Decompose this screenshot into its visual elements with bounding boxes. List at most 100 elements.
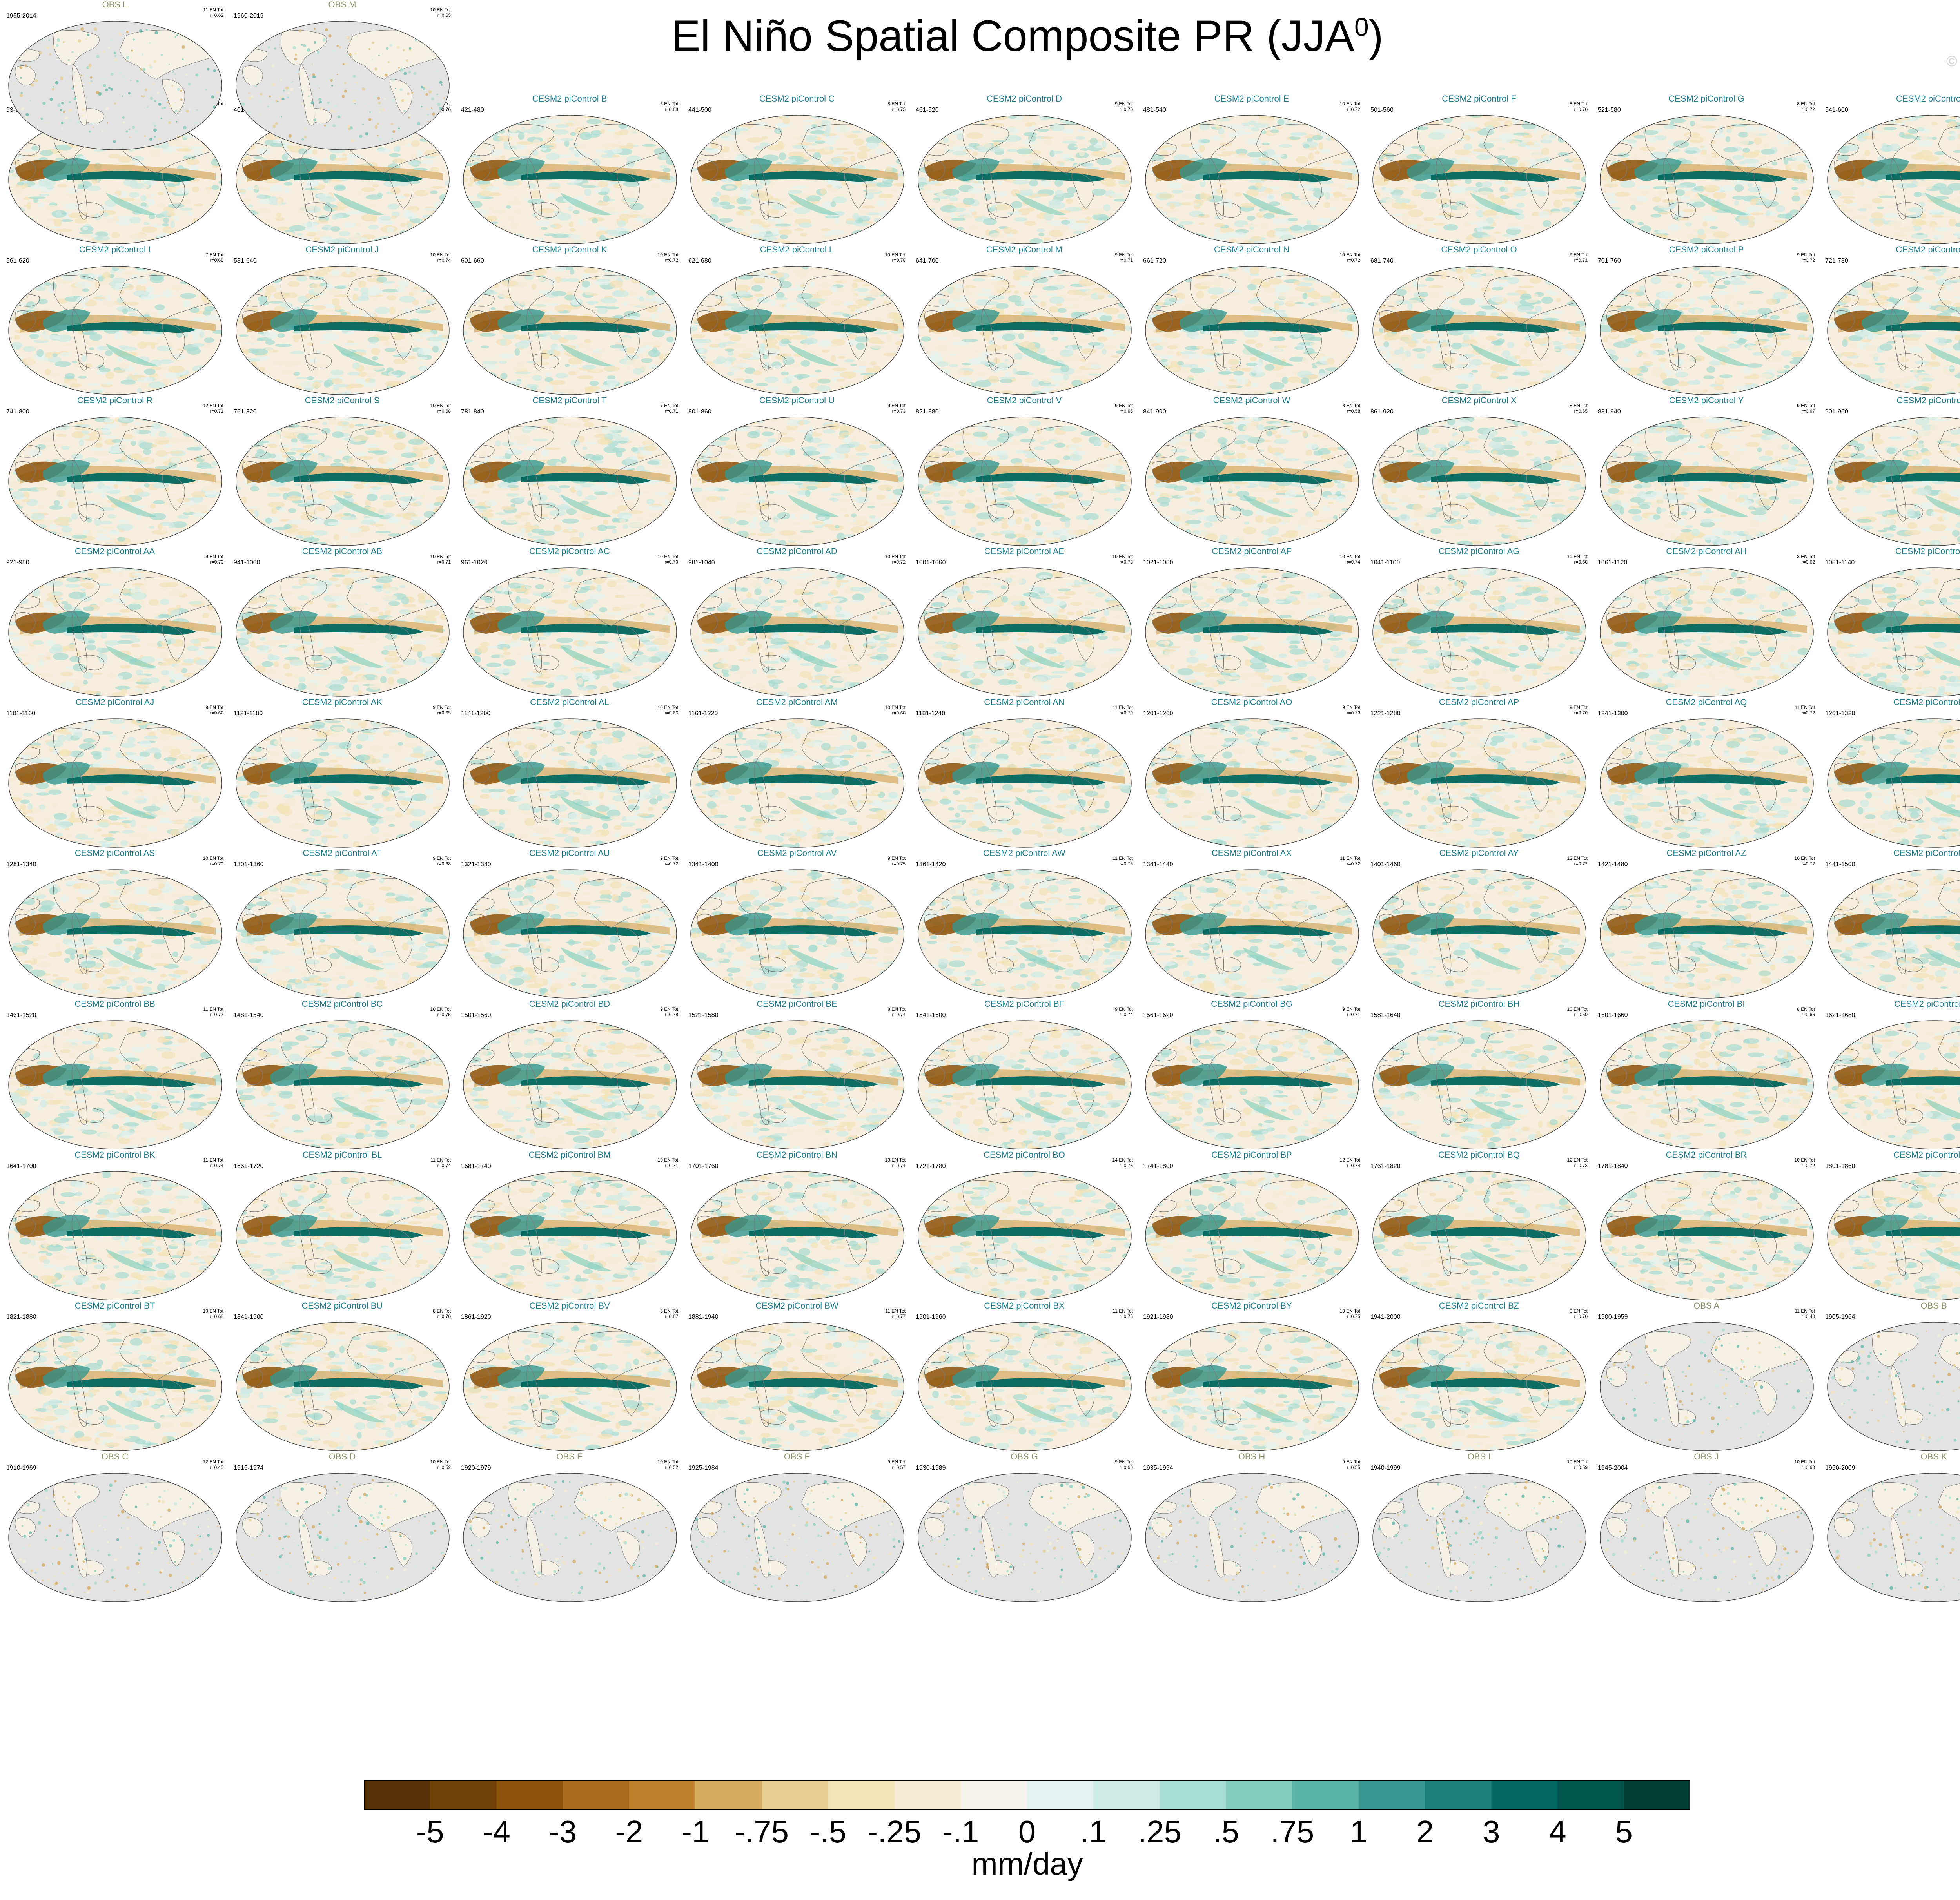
anomaly-cell (398, 386, 410, 391)
anomaly-cell (810, 130, 827, 135)
map-panel: CESM2 piControl I 561-620 7 EN Tot r=0.68 (4, 245, 226, 397)
anomaly-cell (1374, 122, 1381, 128)
anomaly-cell (660, 132, 673, 139)
anomaly-cell (568, 115, 576, 118)
anomaly-cell (1085, 216, 1092, 221)
anomaly-cell (607, 375, 615, 380)
anomaly-cell (1562, 129, 1571, 134)
anomaly-cell (1784, 234, 1797, 240)
anomaly-cell (319, 341, 329, 344)
anomaly-cell (1374, 123, 1385, 127)
anomaly-cell (1862, 203, 1875, 210)
anomaly-cell (1843, 192, 1854, 195)
anomaly-cell (835, 147, 849, 150)
anomaly-cell (1308, 152, 1314, 160)
anomaly-cell (811, 158, 818, 161)
anomaly-cell (70, 383, 81, 388)
anomaly-cell (882, 138, 888, 142)
anomaly-cell (1756, 125, 1765, 131)
anomaly-cell (1932, 235, 1944, 239)
anomaly-cell (9, 151, 17, 156)
anomaly-cell (1263, 213, 1275, 219)
anomaly-cell (1007, 149, 1018, 152)
anomaly-cell (1658, 241, 1669, 244)
anomaly-cell (806, 149, 820, 152)
anomaly-cell (579, 132, 592, 140)
watermark: © CVDP-LE (1946, 53, 1960, 70)
anomaly-cell (1517, 181, 1533, 187)
anomaly-cell (643, 344, 652, 350)
anomaly-cell (1831, 232, 1844, 239)
anomaly-cell (571, 235, 581, 240)
anomaly-cell (334, 285, 346, 289)
anomaly-cell (149, 294, 162, 298)
anomaly-cell (1349, 128, 1357, 136)
anomaly-cell (668, 285, 677, 290)
anomaly-cell (1216, 188, 1228, 194)
anomaly-cell (156, 222, 163, 226)
anomaly-cell (191, 375, 200, 381)
anomaly-cell (566, 122, 574, 126)
anomaly-cell (1151, 216, 1161, 221)
anomaly-cell (1434, 223, 1445, 226)
anomaly-cell (1777, 119, 1794, 123)
anomaly-cell (354, 288, 359, 291)
anomaly-cell (340, 312, 347, 315)
anomaly-cell (44, 368, 51, 375)
anomaly-cell (852, 213, 860, 220)
event-count: 10 EN Tot (430, 252, 451, 257)
spcz-band (561, 193, 612, 216)
anomaly-cell (1486, 217, 1494, 224)
panel-stats: 7 EN Tot r=0.68 (205, 252, 223, 263)
anomaly-cell (787, 190, 802, 194)
anomaly-cell (356, 190, 363, 196)
anomaly-cell (298, 148, 308, 155)
anomaly-cell (1342, 197, 1357, 201)
event-count: 9 EN Tot (1115, 101, 1133, 107)
anomaly-cell (821, 201, 833, 209)
anomaly-cell (38, 194, 50, 197)
anomaly-cell (103, 382, 112, 386)
anomaly-cell (737, 206, 752, 210)
anomaly-cell (1725, 136, 1730, 142)
anomaly-cell (1504, 120, 1512, 127)
anomaly-cell (144, 368, 156, 375)
anomaly-cell (639, 297, 644, 302)
anomaly-cell (1630, 234, 1637, 239)
anomaly-cell (586, 119, 602, 125)
anomaly-cell (517, 361, 526, 366)
anomaly-cell (1219, 148, 1226, 151)
anomaly-cell (81, 355, 87, 362)
anomaly-cell (1578, 218, 1586, 222)
anomaly-cell (1079, 149, 1085, 157)
anomaly-cell (601, 297, 617, 304)
anomaly-cell (1157, 224, 1174, 227)
anomaly-cell (618, 269, 631, 272)
anomaly-cell (634, 271, 647, 277)
anomaly-cell (440, 165, 446, 172)
anomaly-cell (582, 281, 590, 288)
anomaly-cell (1939, 187, 1954, 195)
anomaly-cell (358, 281, 367, 288)
anomaly-cell (24, 279, 32, 285)
anomaly-cell (570, 364, 577, 368)
anomaly-cell (316, 219, 328, 224)
anomaly-cell (309, 276, 324, 280)
anomaly-cell (538, 290, 551, 294)
anomaly-cell (592, 218, 598, 224)
anomaly-cell (660, 141, 672, 146)
anomaly-cell (26, 301, 36, 309)
anomaly-cell (463, 267, 477, 272)
anomaly-cell (1610, 238, 1623, 241)
anomaly-cell (119, 362, 128, 370)
anomaly-cell (32, 266, 44, 269)
anomaly-cell (118, 156, 132, 163)
anomaly-cell (1328, 196, 1341, 201)
anomaly-cell (292, 330, 303, 334)
anomaly-cell (628, 290, 637, 296)
anomaly-cell (560, 138, 574, 141)
panel-years: 521-580 (1598, 107, 1621, 114)
anomaly-cell (626, 347, 636, 354)
anomaly-cell (205, 213, 213, 220)
anomaly-cell (277, 226, 289, 231)
